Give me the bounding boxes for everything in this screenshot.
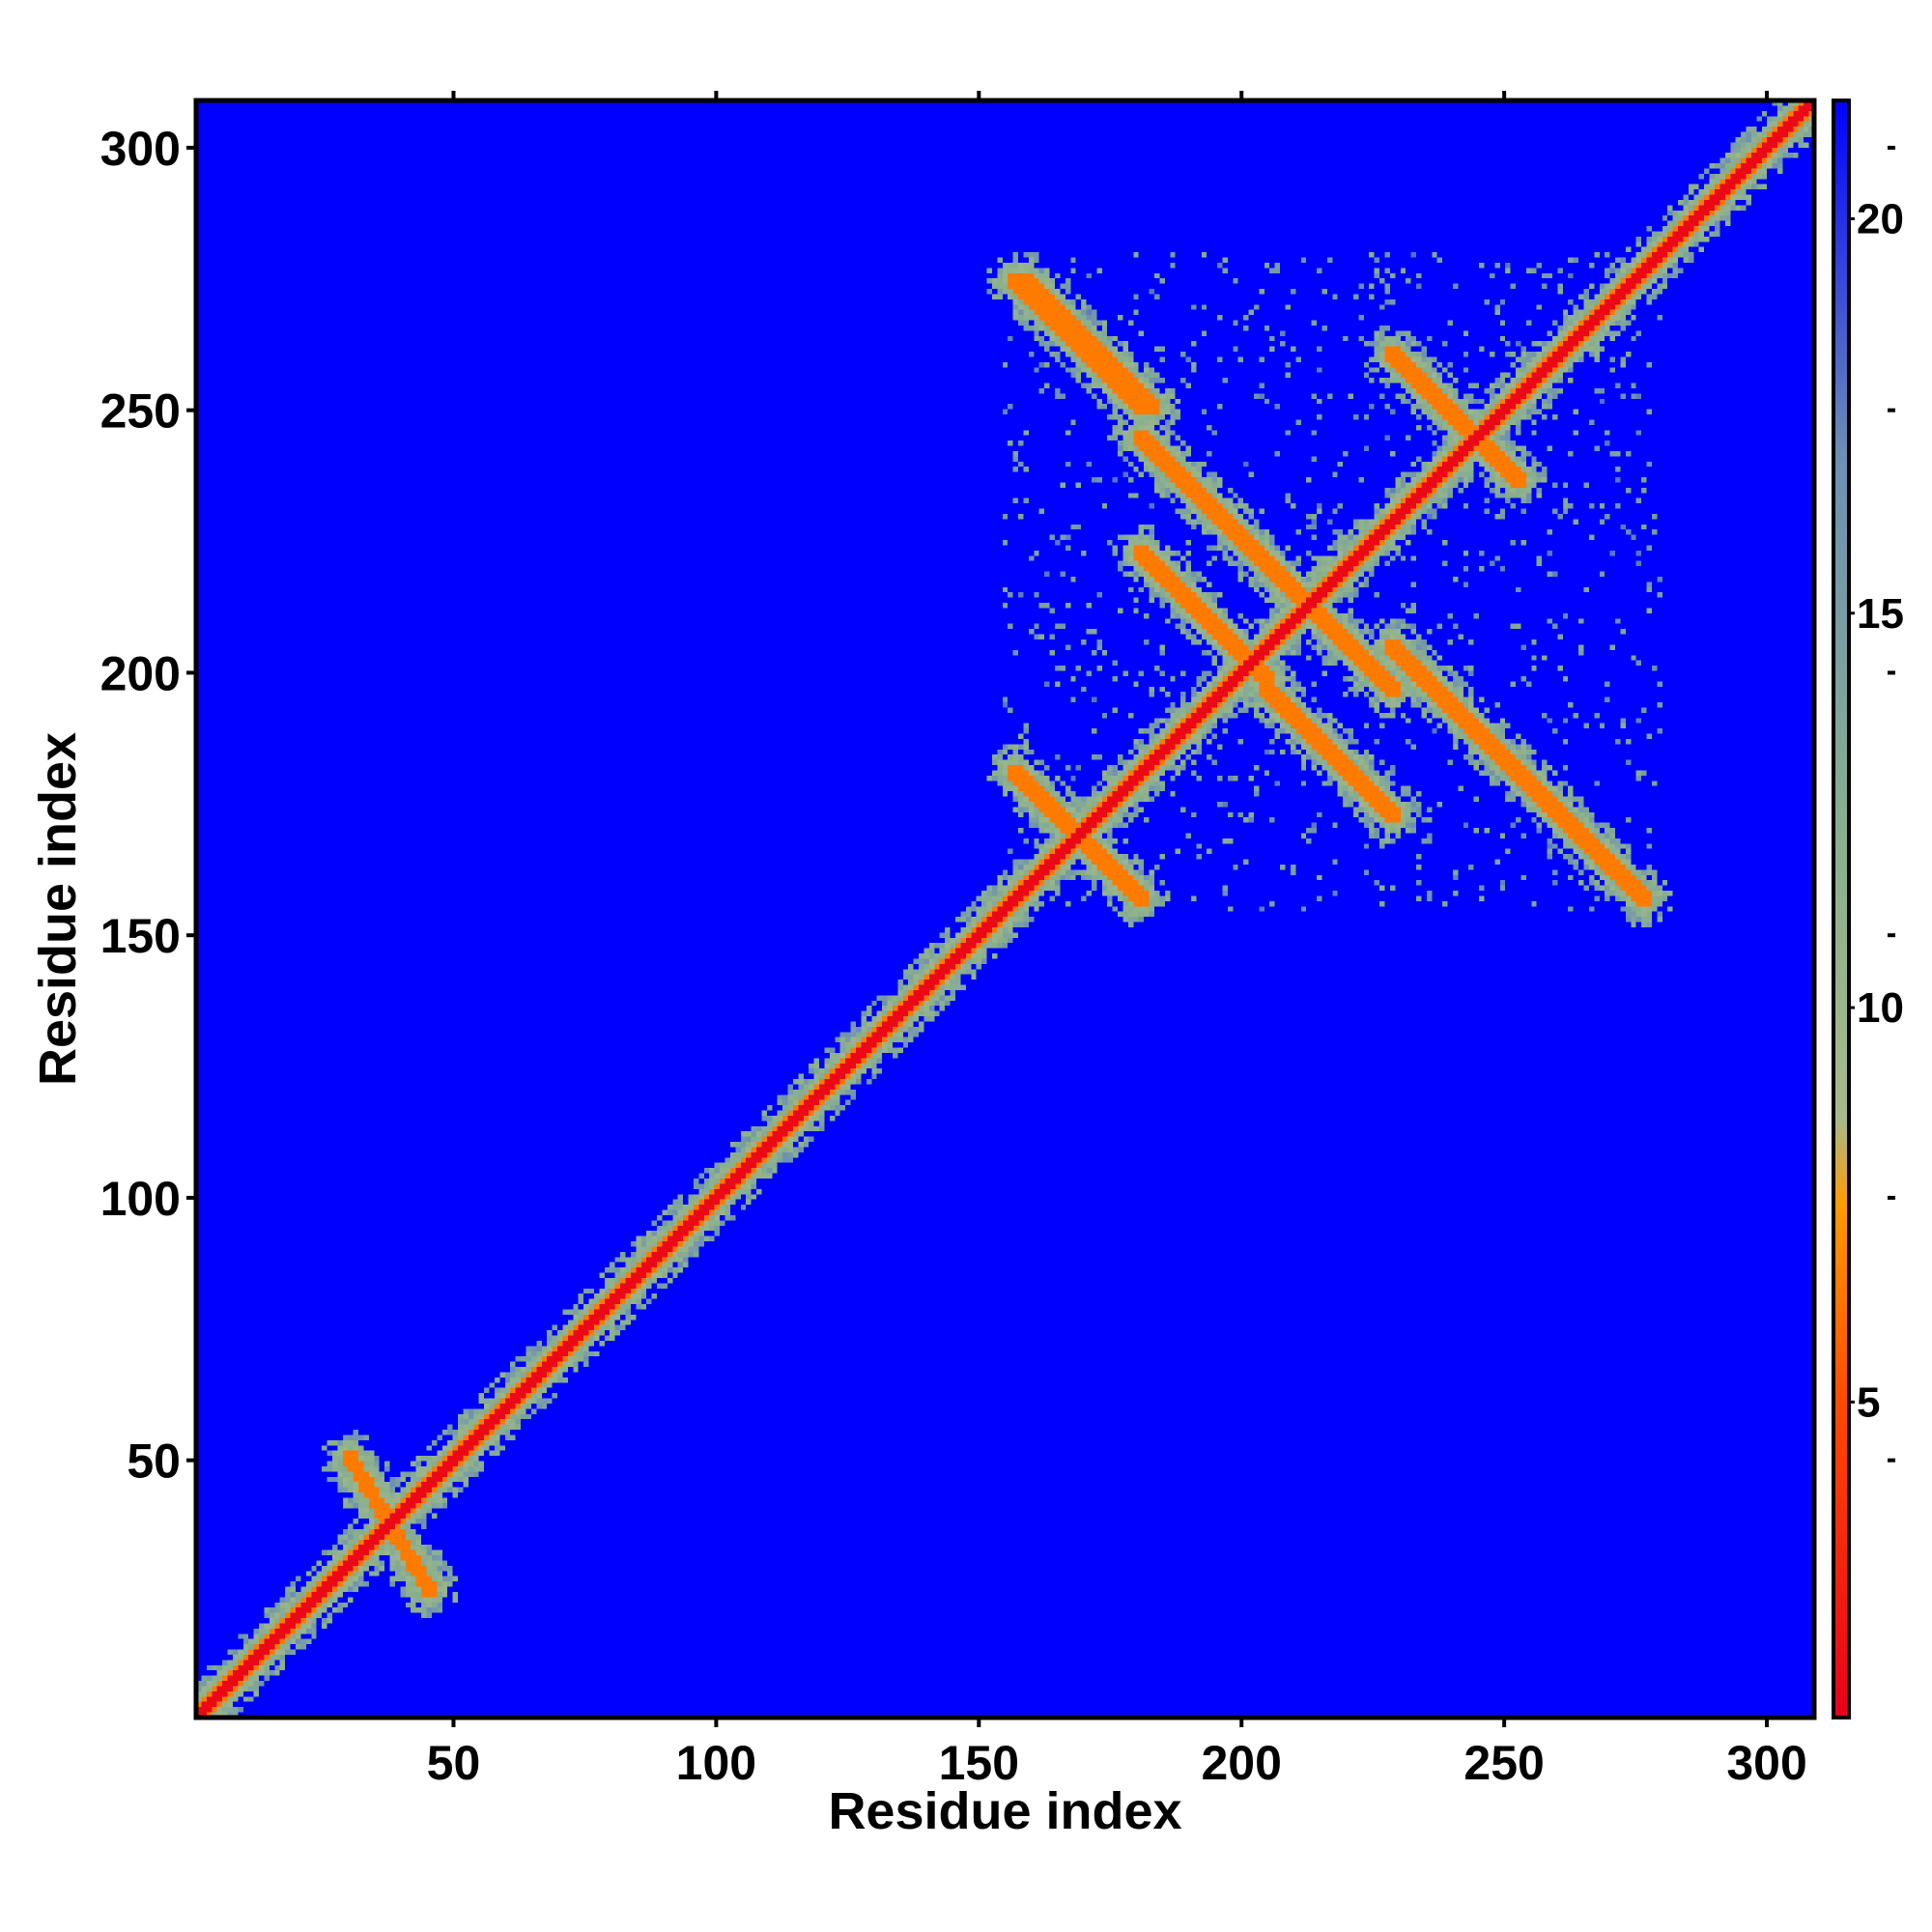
colorbar-tick-label: 20 — [1857, 195, 1904, 242]
y-tick-label: 50 — [127, 1435, 181, 1489]
x-axis-ticks: 50 100 150 200 250 300 — [427, 91, 1807, 1790]
y-axis-title: Residue index — [29, 732, 87, 1086]
y-tick-label: 250 — [100, 384, 181, 439]
colorbar-tick-label: 5 — [1857, 1378, 1880, 1426]
colorbar-ticks: 5 10 15 20 — [1849, 145, 1904, 1463]
x-tick-label: 50 — [427, 1736, 481, 1790]
y-tick-label: 100 — [100, 1172, 181, 1226]
y-axis-ticks: 50 100 150 200 250 300 — [100, 122, 196, 1489]
x-tick-label: 300 — [1726, 1736, 1806, 1790]
y-tick-label: 300 — [100, 122, 181, 176]
colorbar-tick-label: 10 — [1857, 984, 1904, 1032]
x-tick-label: 200 — [1202, 1736, 1282, 1790]
y-tick-label: 200 — [100, 646, 181, 700]
x-tick-label: 100 — [676, 1736, 756, 1790]
x-axis-title: Residue index — [828, 1782, 1181, 1840]
x-tick-label: 150 — [939, 1736, 1019, 1790]
colorbar — [1832, 99, 1851, 1719]
heatmap-image — [196, 100, 1814, 1718]
colorbar-tick-label: 15 — [1857, 590, 1904, 638]
plot-frame — [193, 98, 1817, 1720]
heatmap-cells — [196, 100, 1814, 1718]
y-tick-label: 150 — [100, 909, 181, 963]
x-tick-label: 250 — [1463, 1736, 1544, 1790]
